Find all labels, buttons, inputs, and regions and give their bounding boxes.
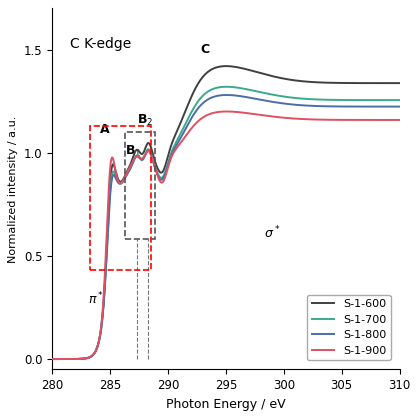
X-axis label: Photon Energy / eV: Photon Energy / eV — [166, 398, 286, 411]
Bar — [91, 126, 151, 270]
Text: A: A — [100, 123, 110, 136]
Text: $\pi^*$: $\pi^*$ — [88, 291, 104, 308]
Legend: S-1-600, S-1-700, S-1-800, S-1-900: S-1-600, S-1-700, S-1-800, S-1-900 — [307, 295, 391, 360]
Text: C: C — [200, 43, 210, 56]
Y-axis label: Normalized intensity / a.u.: Normalized intensity / a.u. — [8, 115, 18, 263]
Text: C K-edge: C K-edge — [70, 37, 131, 51]
Bar — [125, 132, 155, 239]
Text: B$_2$: B$_2$ — [137, 113, 153, 128]
Text: B$_1$: B$_1$ — [125, 144, 142, 159]
Text: $\sigma^*$: $\sigma^*$ — [264, 225, 280, 241]
